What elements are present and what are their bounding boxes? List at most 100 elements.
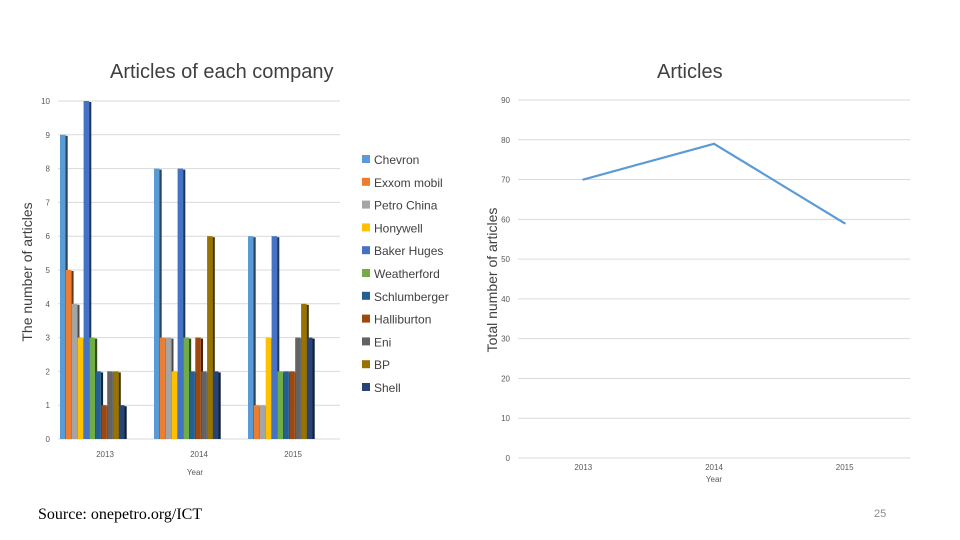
line-x-tick-label: 2015	[836, 463, 854, 472]
bar-x-tick-label: 2015	[284, 450, 302, 459]
line-y-tick-label: 80	[501, 136, 510, 145]
legend-label: Exxom mobil	[374, 176, 443, 190]
bar	[113, 371, 119, 439]
bar	[177, 168, 184, 439]
bar-y-tick-label: 7	[46, 198, 51, 207]
line-y-tick-label: 60	[501, 215, 510, 224]
legend-label: Schlumberger	[374, 290, 449, 304]
bar	[89, 337, 95, 439]
legend-swatch	[362, 223, 370, 232]
bar-x-axis-title: Year	[187, 468, 204, 477]
bar-side	[212, 237, 215, 439]
bar	[101, 405, 107, 439]
bar-side	[89, 102, 92, 439]
bar	[289, 371, 295, 439]
legend-swatch	[362, 383, 370, 391]
line-point	[843, 222, 846, 225]
legend-swatch	[362, 155, 370, 163]
bar-side	[253, 237, 256, 439]
legend-swatch	[362, 246, 370, 255]
legend-label: Eni	[374, 335, 391, 349]
bar-y-tick-label: 8	[46, 165, 51, 174]
bar	[183, 337, 189, 439]
legend-swatch	[362, 337, 370, 346]
bar	[159, 337, 166, 439]
bar	[77, 337, 84, 439]
line-x-axis-title: Year	[706, 475, 723, 484]
bar	[283, 371, 289, 439]
bar	[83, 101, 90, 439]
line-y-tick-label: 50	[501, 255, 510, 264]
bar	[259, 405, 266, 439]
bar-side	[183, 169, 186, 439]
bar-side	[218, 372, 221, 439]
bar-y-tick-label: 5	[46, 266, 51, 275]
bar	[95, 371, 101, 439]
bar	[189, 371, 195, 439]
bar	[154, 168, 160, 439]
legend-swatch	[362, 360, 370, 369]
legend-label: Weatherford	[374, 267, 440, 281]
line-x-tick-label: 2013	[574, 463, 592, 472]
bar	[265, 337, 272, 439]
bar-y-tick-label: 9	[46, 131, 51, 140]
bar	[65, 270, 72, 439]
line-y-tick-label: 90	[501, 96, 510, 105]
line-y-tick-label: 40	[501, 295, 510, 304]
legend-swatch	[362, 314, 370, 323]
page-number: 25	[874, 508, 887, 520]
bar	[307, 337, 313, 439]
line-x-tick-label: 2014	[705, 463, 723, 472]
legend-label: Halliburton	[374, 313, 431, 327]
bar	[271, 236, 278, 439]
legend-swatch	[362, 200, 370, 209]
line-chart-title: Articles	[657, 61, 723, 83]
bar	[253, 405, 260, 439]
bar-y-tick-label: 10	[41, 97, 50, 106]
bar-x-tick-label: 2014	[190, 450, 208, 459]
bar	[119, 405, 125, 439]
series-line	[583, 142, 846, 225]
legend-swatch	[362, 269, 370, 277]
line-y-tick-label: 70	[501, 176, 510, 185]
bar	[248, 236, 254, 439]
bar	[207, 236, 213, 439]
bar	[201, 371, 207, 439]
legend-label: Honywell	[374, 221, 423, 235]
bar	[107, 371, 113, 439]
legend-label: BP	[374, 358, 390, 372]
line-point	[712, 142, 716, 145]
bar-y-tick-label: 4	[46, 300, 51, 309]
line-y-tick-label: 10	[501, 414, 510, 423]
bar	[60, 134, 66, 440]
bar-y-axis-title: The number of articles	[19, 202, 35, 341]
bar-side	[312, 338, 315, 439]
bar	[295, 337, 301, 439]
legend-swatch	[362, 291, 370, 300]
bar-y-tick-label: 2	[46, 367, 51, 376]
legend-swatch	[362, 177, 370, 186]
bar	[171, 371, 178, 439]
bar-y-tick-label: 0	[46, 435, 51, 444]
bar	[301, 303, 307, 439]
bar	[195, 337, 201, 439]
bar-x-tick-label: 2013	[96, 450, 114, 459]
line-y-tick-label: 0	[506, 454, 511, 463]
bar-chart-title: Articles of each company	[110, 61, 334, 83]
bar	[277, 371, 283, 439]
line-y-axis-title: Total number of articles	[484, 208, 500, 353]
legend-label: Petro China	[374, 199, 438, 213]
bar-side	[277, 237, 280, 439]
bar	[165, 337, 172, 439]
legend-label: Chevron	[374, 153, 419, 167]
bar	[213, 371, 219, 439]
bar-y-tick-label: 1	[46, 401, 51, 410]
bar-y-tick-label: 6	[46, 232, 51, 241]
bar	[71, 303, 78, 439]
source-note: Source: onepetro.org/ICT	[38, 506, 203, 523]
bar-y-tick-label: 3	[46, 334, 51, 343]
line-y-tick-label: 30	[501, 335, 510, 344]
line-y-tick-label: 20	[501, 374, 510, 383]
legend-label: Baker Huges	[374, 244, 443, 258]
bar-side	[124, 406, 127, 439]
